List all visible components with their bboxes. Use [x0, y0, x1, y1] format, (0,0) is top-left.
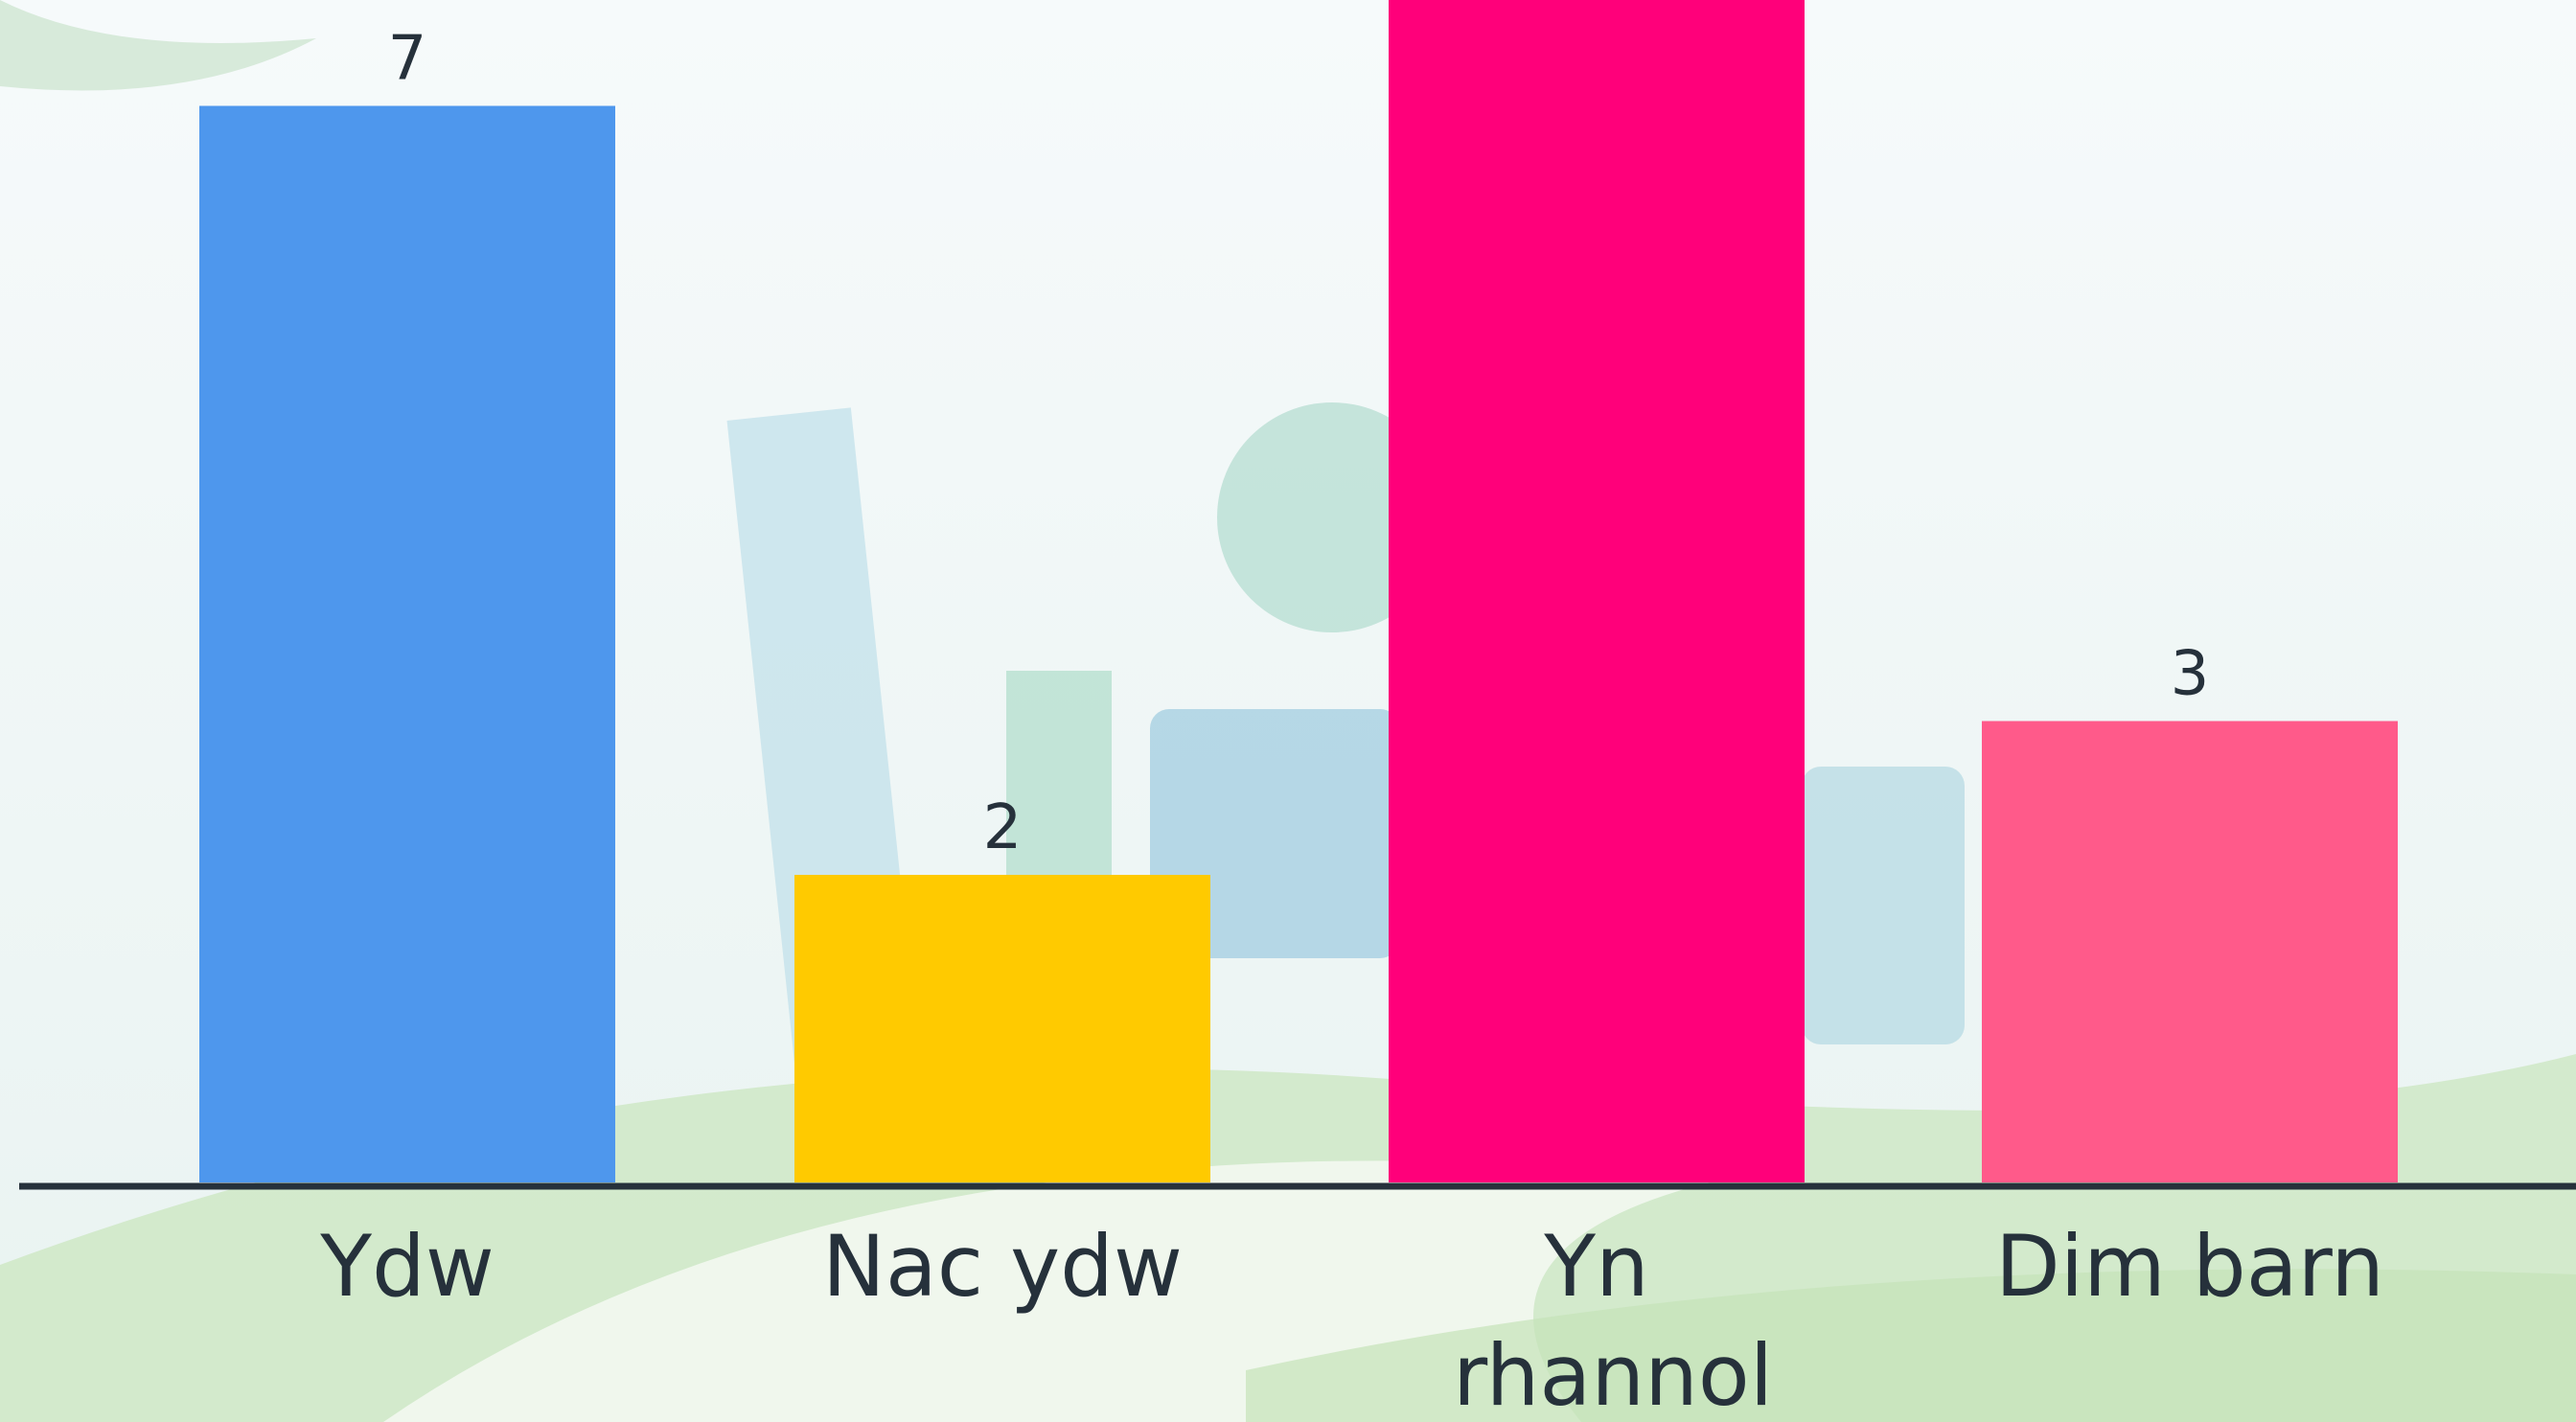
category-label: Yn rhannol	[1453, 1217, 1774, 1422]
category-label: Ydw	[320, 1217, 494, 1316]
bar	[1982, 721, 2398, 1182]
value-label: 2	[983, 792, 1023, 863]
category-label: Nac ydw	[821, 1217, 1184, 1316]
value-label: 7	[388, 24, 427, 95]
bar	[794, 875, 1210, 1182]
value-label: 3	[2171, 639, 2210, 710]
bar	[1389, 0, 1805, 1182]
category-label: Dim barn	[1994, 1217, 2385, 1316]
bar	[199, 105, 615, 1182]
